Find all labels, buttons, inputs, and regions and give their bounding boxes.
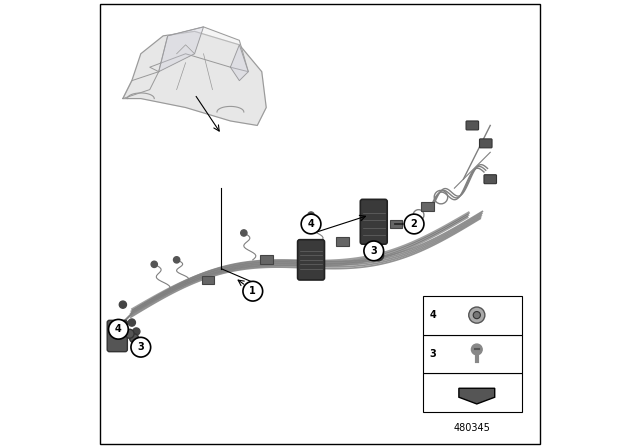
Circle shape [125,329,134,338]
Polygon shape [459,388,495,404]
Text: 480345: 480345 [454,423,491,433]
Polygon shape [230,45,248,81]
Circle shape [308,212,314,218]
Circle shape [132,328,140,335]
Text: 1: 1 [250,286,256,296]
FancyBboxPatch shape [390,220,403,228]
Circle shape [243,281,262,301]
Bar [423,296,522,335]
Circle shape [404,214,424,234]
FancyBboxPatch shape [202,276,214,284]
Circle shape [364,241,383,261]
Circle shape [173,257,180,263]
Circle shape [241,230,247,236]
Polygon shape [159,27,204,72]
Circle shape [301,214,321,234]
Text: 4: 4 [308,219,314,229]
Circle shape [373,250,383,261]
FancyBboxPatch shape [260,255,273,264]
Text: 3: 3 [371,246,377,256]
Circle shape [369,241,379,252]
FancyBboxPatch shape [360,199,387,244]
Circle shape [472,344,482,355]
Polygon shape [123,72,159,99]
FancyBboxPatch shape [421,202,434,211]
FancyBboxPatch shape [484,175,497,184]
Bar [423,335,522,373]
Text: 2: 2 [411,219,417,229]
FancyBboxPatch shape [466,121,479,130]
Circle shape [131,337,150,357]
Circle shape [119,301,127,308]
Polygon shape [123,31,266,125]
FancyBboxPatch shape [336,237,349,246]
Text: 4: 4 [115,324,122,334]
Circle shape [128,319,136,326]
FancyBboxPatch shape [108,320,127,352]
FancyBboxPatch shape [298,240,324,280]
Circle shape [130,334,139,343]
Text: 4: 4 [430,310,436,320]
Polygon shape [150,27,248,72]
Bar [423,373,522,412]
Text: 3: 3 [138,342,144,352]
Circle shape [109,319,128,339]
Text: 3: 3 [430,349,436,359]
Circle shape [473,311,481,319]
Circle shape [468,307,485,323]
FancyBboxPatch shape [479,139,492,148]
Circle shape [151,261,157,267]
